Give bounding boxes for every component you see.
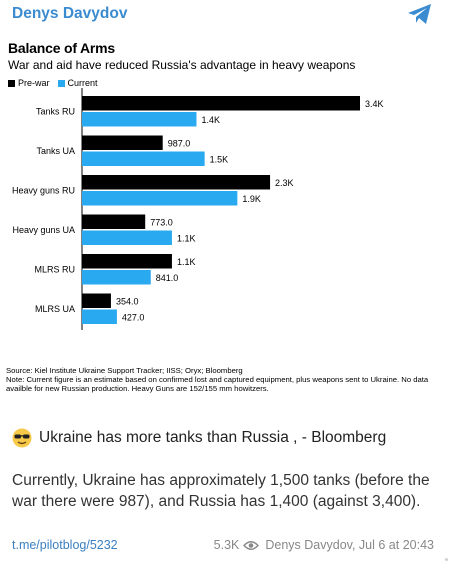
chart-subtitle: War and aid have reduced Russia's advant… xyxy=(8,58,356,72)
post-header: Denys Davydov xyxy=(0,0,450,32)
data-label: 2.3K xyxy=(275,178,294,188)
view-count: 5.3K xyxy=(213,538,240,552)
category-label: Heavy guns RU xyxy=(12,186,75,196)
headline-suffix: , - Bloomberg xyxy=(288,429,387,446)
bar-current xyxy=(82,112,197,127)
data-label: 1.9K xyxy=(242,194,261,204)
legend-label: Pre-war xyxy=(18,78,50,88)
chart-source: Source: Kiel Institute Ukraine Support T… xyxy=(6,366,446,393)
source-line: Source: Kiel Institute Ukraine Support T… xyxy=(6,366,243,375)
bar-current xyxy=(82,309,117,324)
data-label: 427.0 xyxy=(122,313,145,323)
bar-pre-war xyxy=(82,214,146,229)
data-label: 1.1K xyxy=(177,234,196,244)
bar-current xyxy=(82,151,205,166)
post-paragraph: Currently, Ukraine has approximately 1,5… xyxy=(12,472,430,510)
data-label: 354.0 xyxy=(116,297,139,307)
author-time: Denys Davydov, Jul 6 at 20:43 xyxy=(265,538,434,552)
bar-pre-war xyxy=(82,293,111,308)
data-label: 3.4K xyxy=(365,99,384,109)
bar-pre-war xyxy=(82,175,271,190)
data-label: 841.0 xyxy=(156,273,179,283)
category-label: Tanks RU xyxy=(36,107,75,117)
data-label: 773.0 xyxy=(150,218,173,228)
bar-current xyxy=(82,191,238,206)
scroll-indicator xyxy=(445,558,448,561)
bar-pre-war xyxy=(82,135,163,150)
bar-chart: Tanks RU 3.4K 1.4K Tanks UA 987.0 1.5K Heavy g… xyxy=(12,88,384,330)
data-label: 1.5K xyxy=(210,155,229,165)
legend-item-current: Current xyxy=(57,78,98,88)
legend-label: Current xyxy=(67,78,98,88)
sunglasses-emoji-icon xyxy=(12,428,32,448)
category-label: MLRS RU xyxy=(34,265,75,275)
bar-pre-war xyxy=(82,254,172,269)
data-label: 987.0 xyxy=(168,139,191,149)
post-meta: 5.3K Denys Davydov, Jul 6 at 20:43 xyxy=(214,538,434,552)
legend-item-pre-war: Pre-war xyxy=(8,78,50,88)
post-footer: t.me/pilotblog/5232 5.3K Denys Davydov, … xyxy=(0,538,450,561)
telegram-share-icon[interactable] xyxy=(407,3,433,25)
post-link[interactable]: t.me/pilotblog/5232 xyxy=(12,538,118,552)
headline-text: Ukraine has more tanks than Russia xyxy=(39,429,289,446)
category-label: Heavy guns UA xyxy=(12,225,75,235)
data-label: 1.4K xyxy=(201,115,220,125)
eye-icon xyxy=(243,540,260,550)
bar-current xyxy=(82,270,151,285)
category-label: Tanks UA xyxy=(36,146,75,156)
chart-image[interactable]: Balance of Arms War and aid have reduced… xyxy=(0,34,450,404)
chart-title: Balance of Arms xyxy=(8,40,115,56)
bar-pre-war xyxy=(82,96,360,111)
post-headline: Ukraine has more tanks than Russia , - B… xyxy=(12,428,386,448)
channel-name[interactable]: Denys Davydov xyxy=(12,5,128,22)
category-label: MLRS UA xyxy=(35,304,75,314)
note-line: Note: Current figure is an estimate base… xyxy=(6,375,429,393)
chart-legend: Pre-war Current xyxy=(8,78,106,88)
data-label: 1.1K xyxy=(177,257,196,267)
bar-current xyxy=(82,230,172,245)
